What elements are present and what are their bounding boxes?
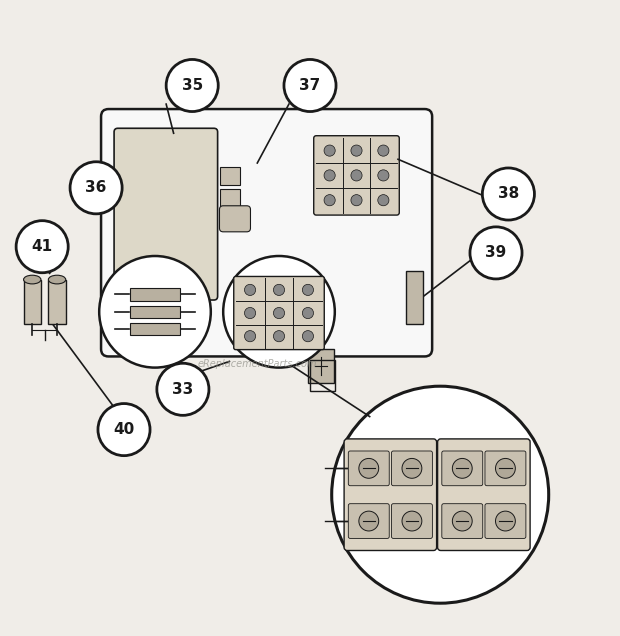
FancyBboxPatch shape [442, 451, 483, 486]
FancyBboxPatch shape [485, 451, 526, 486]
Circle shape [402, 511, 422, 531]
Circle shape [303, 284, 314, 296]
Circle shape [482, 168, 534, 220]
Circle shape [166, 59, 218, 111]
Text: 33: 33 [172, 382, 193, 397]
Circle shape [273, 331, 285, 342]
Circle shape [157, 363, 209, 415]
Circle shape [359, 511, 379, 531]
Circle shape [303, 331, 314, 342]
Circle shape [495, 511, 515, 531]
Text: 41: 41 [32, 239, 53, 254]
Circle shape [303, 307, 314, 319]
Circle shape [284, 59, 336, 111]
Circle shape [402, 459, 422, 478]
Circle shape [99, 256, 211, 368]
FancyBboxPatch shape [391, 451, 432, 486]
Bar [310, 360, 335, 391]
Circle shape [359, 459, 379, 478]
Bar [406, 272, 423, 324]
Text: 39: 39 [485, 245, 507, 260]
Circle shape [16, 221, 68, 273]
Circle shape [244, 307, 255, 319]
Ellipse shape [24, 275, 41, 284]
Circle shape [470, 227, 522, 279]
Circle shape [378, 170, 389, 181]
Text: 37: 37 [299, 78, 321, 93]
FancyBboxPatch shape [101, 109, 432, 356]
Circle shape [70, 162, 122, 214]
Circle shape [351, 195, 362, 206]
FancyBboxPatch shape [234, 277, 324, 350]
FancyBboxPatch shape [391, 504, 432, 539]
Circle shape [453, 511, 472, 531]
Bar [308, 349, 334, 383]
Circle shape [273, 307, 285, 319]
Bar [220, 189, 240, 207]
FancyBboxPatch shape [314, 135, 399, 215]
Bar [130, 323, 180, 335]
Circle shape [351, 145, 362, 156]
Circle shape [223, 256, 335, 368]
FancyBboxPatch shape [344, 439, 436, 551]
Circle shape [98, 404, 150, 455]
Circle shape [378, 195, 389, 206]
Circle shape [244, 331, 255, 342]
Bar [220, 167, 240, 184]
Bar [48, 280, 66, 324]
Bar [130, 288, 180, 301]
FancyBboxPatch shape [348, 504, 389, 539]
Circle shape [244, 284, 255, 296]
Text: 40: 40 [113, 422, 135, 437]
Circle shape [273, 284, 285, 296]
Text: 35: 35 [182, 78, 203, 93]
Circle shape [351, 170, 362, 181]
Circle shape [495, 459, 515, 478]
FancyBboxPatch shape [114, 128, 218, 300]
Bar [24, 280, 41, 324]
Text: 36: 36 [86, 180, 107, 195]
FancyBboxPatch shape [438, 439, 530, 551]
Circle shape [324, 195, 335, 206]
Circle shape [332, 386, 549, 603]
Circle shape [378, 145, 389, 156]
Circle shape [453, 459, 472, 478]
FancyBboxPatch shape [219, 206, 250, 232]
FancyBboxPatch shape [348, 451, 389, 486]
Bar [130, 306, 180, 318]
Circle shape [324, 170, 335, 181]
Ellipse shape [48, 275, 66, 284]
Circle shape [324, 145, 335, 156]
FancyBboxPatch shape [442, 504, 483, 539]
FancyBboxPatch shape [485, 504, 526, 539]
Text: eReplacementParts.com: eReplacementParts.com [198, 359, 317, 370]
Text: 38: 38 [498, 186, 519, 202]
